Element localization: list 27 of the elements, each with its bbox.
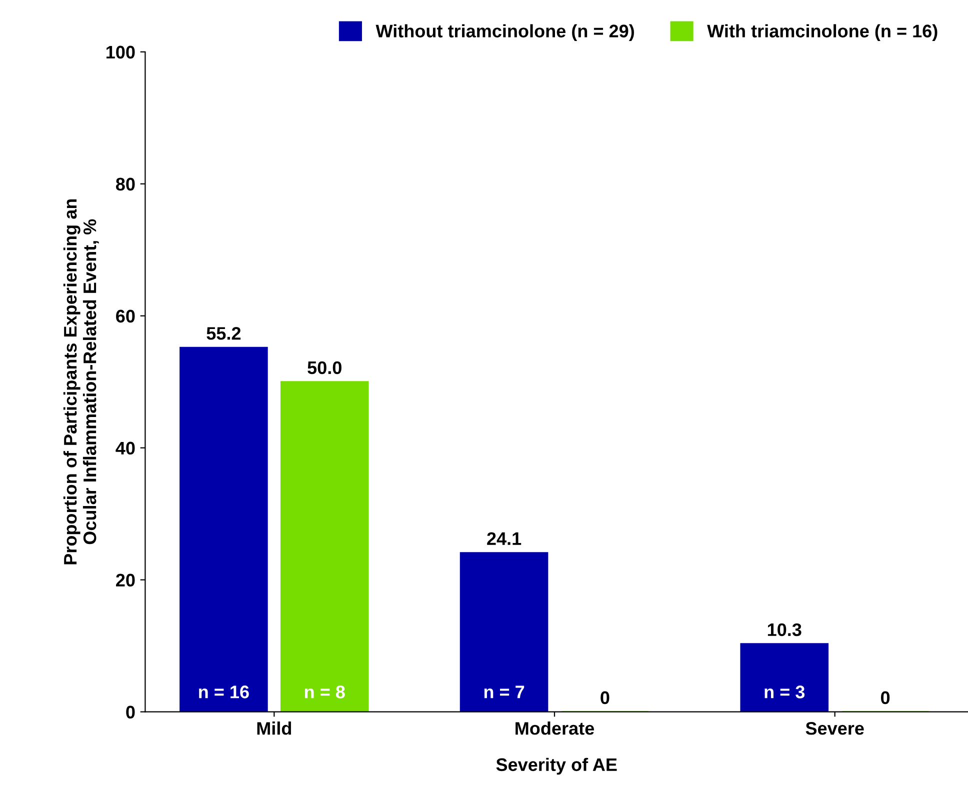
x-axis-title: Severity of AE bbox=[496, 758, 617, 775]
bar bbox=[740, 643, 829, 712]
legend-label: Without triamcinolone (n = 29) bbox=[376, 24, 634, 42]
data-label: 50.0 bbox=[308, 361, 342, 374]
y-tick-label: 20 bbox=[116, 574, 135, 587]
annotation: n = 16 bbox=[199, 686, 249, 698]
annotation: n = 8 bbox=[304, 686, 345, 698]
legend-label: With triamcinolone (n = 16) bbox=[707, 24, 938, 42]
bar bbox=[460, 552, 548, 712]
y-tick-label: 100 bbox=[106, 46, 135, 59]
y-axis-title: Proportion of Participants Experiencing an Ocular Inflammation-Related Event, % bbox=[63, 199, 99, 564]
bar bbox=[280, 381, 369, 712]
bar bbox=[180, 346, 268, 712]
x-tick-label: Severe bbox=[806, 722, 864, 735]
data-label: 0 bbox=[600, 691, 610, 704]
y-tick-label: 80 bbox=[116, 178, 135, 191]
data-label: 55.2 bbox=[206, 327, 241, 340]
annotation: n = 7 bbox=[484, 686, 524, 698]
data-label: 24.1 bbox=[487, 532, 522, 545]
data-label: 10.3 bbox=[768, 623, 802, 636]
y-tick-label: 0 bbox=[126, 706, 135, 719]
y-tick-label: 60 bbox=[116, 310, 135, 323]
x-tick-label: Moderate bbox=[516, 722, 594, 735]
y-tick-label: 40 bbox=[116, 442, 135, 455]
data-label: 0 bbox=[880, 691, 890, 704]
x-tick-label: Mild bbox=[257, 722, 292, 735]
annotation: n = 3 bbox=[764, 686, 805, 698]
